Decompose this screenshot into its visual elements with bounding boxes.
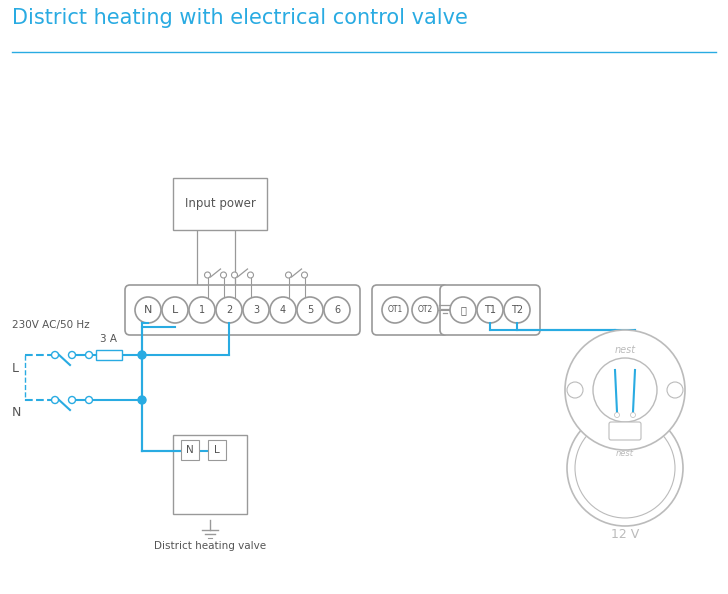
Text: OT2: OT2	[417, 305, 432, 314]
Circle shape	[567, 410, 683, 526]
Text: nest: nest	[614, 345, 636, 355]
Text: L: L	[172, 305, 178, 315]
Circle shape	[450, 297, 476, 323]
Text: nest: nest	[616, 448, 634, 457]
Text: 5: 5	[307, 305, 313, 315]
Text: L: L	[12, 362, 19, 374]
Text: N: N	[144, 305, 152, 315]
Circle shape	[565, 330, 685, 450]
Circle shape	[243, 297, 269, 323]
Circle shape	[68, 397, 76, 403]
FancyBboxPatch shape	[173, 178, 267, 230]
Circle shape	[567, 382, 583, 398]
Text: 2: 2	[226, 305, 232, 315]
FancyBboxPatch shape	[440, 285, 540, 335]
Circle shape	[614, 412, 620, 418]
Circle shape	[135, 297, 161, 323]
Text: 3 A: 3 A	[100, 334, 117, 344]
FancyBboxPatch shape	[208, 440, 226, 460]
Circle shape	[221, 272, 226, 278]
Text: District heating with electrical control valve: District heating with electrical control…	[12, 8, 468, 28]
Circle shape	[162, 297, 188, 323]
Text: 4: 4	[280, 305, 286, 315]
Circle shape	[189, 297, 215, 323]
Circle shape	[593, 358, 657, 422]
Text: 1: 1	[199, 305, 205, 315]
FancyBboxPatch shape	[609, 422, 641, 440]
Text: ⏚: ⏚	[460, 305, 466, 315]
Circle shape	[138, 396, 146, 404]
Circle shape	[412, 297, 438, 323]
Circle shape	[630, 412, 636, 418]
Text: OT1: OT1	[387, 305, 403, 314]
Text: 230V AC/50 Hz: 230V AC/50 Hz	[12, 320, 90, 330]
Text: T1: T1	[484, 305, 496, 315]
Text: Input power: Input power	[185, 197, 256, 210]
Circle shape	[270, 297, 296, 323]
Circle shape	[68, 352, 76, 359]
Text: District heating valve: District heating valve	[154, 541, 266, 551]
Circle shape	[301, 272, 307, 278]
Circle shape	[477, 297, 503, 323]
Circle shape	[138, 351, 146, 359]
Circle shape	[504, 297, 530, 323]
Circle shape	[297, 297, 323, 323]
FancyBboxPatch shape	[181, 440, 199, 460]
Text: 3: 3	[253, 305, 259, 315]
Text: T2: T2	[511, 305, 523, 315]
Circle shape	[85, 397, 92, 403]
Circle shape	[52, 397, 58, 403]
Circle shape	[85, 352, 92, 359]
Circle shape	[324, 297, 350, 323]
FancyBboxPatch shape	[173, 435, 247, 514]
Text: L: L	[214, 445, 220, 455]
Circle shape	[205, 272, 210, 278]
FancyBboxPatch shape	[125, 285, 360, 335]
Circle shape	[667, 382, 683, 398]
Circle shape	[285, 272, 291, 278]
Circle shape	[575, 418, 675, 518]
FancyBboxPatch shape	[96, 350, 122, 360]
Circle shape	[248, 272, 253, 278]
Text: 6: 6	[334, 305, 340, 315]
Circle shape	[52, 352, 58, 359]
Circle shape	[216, 297, 242, 323]
Circle shape	[382, 297, 408, 323]
Text: N: N	[12, 406, 21, 419]
FancyBboxPatch shape	[372, 285, 448, 335]
Text: N: N	[186, 445, 194, 455]
Text: 12 V: 12 V	[611, 529, 639, 542]
Circle shape	[232, 272, 237, 278]
